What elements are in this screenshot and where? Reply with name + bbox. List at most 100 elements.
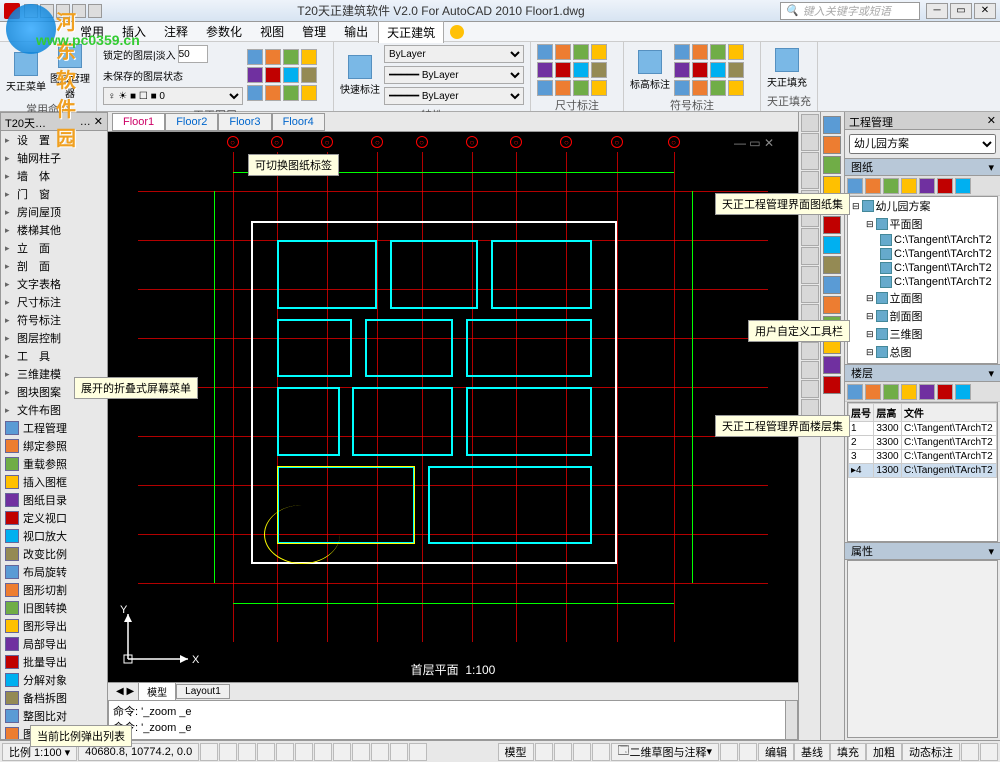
user-tool-icon[interactable] — [823, 236, 841, 254]
lp-item-文件布图[interactable]: ▸文件布图 — [1, 401, 107, 419]
lp-item-尺寸标注[interactable]: ▸尺寸标注 — [1, 293, 107, 311]
ribbon-icon[interactable] — [537, 80, 553, 96]
ribbon-icon[interactable] — [591, 62, 607, 78]
user-tool-icon[interactable] — [823, 376, 841, 394]
close-button[interactable]: ✕ — [974, 3, 996, 19]
lp-item-备档拆图[interactable]: 备档拆图 — [1, 689, 107, 707]
pm-floors-table[interactable]: 层号层高文件13300C:\Tangent\TArchT223300C:\Tan… — [847, 402, 998, 542]
status-workspace[interactable]: 🗔 二维草图与注释 ▾ — [611, 743, 719, 761]
lp-item-布局旋转[interactable]: 布局旋转 — [1, 563, 107, 581]
pm-drawings-header[interactable]: 图纸▾ — [845, 158, 1000, 176]
lp-item-工 具[interactable]: ▸工 具 — [1, 347, 107, 365]
lp-item-插入图框[interactable]: 插入图框 — [1, 473, 107, 491]
lp-item-房间屋顶[interactable]: ▸房间屋顶 — [1, 203, 107, 221]
ribbon-天正填充[interactable]: 天正填充 — [767, 48, 807, 89]
file-tab-Floor2[interactable]: Floor2 — [165, 113, 218, 131]
user-tool-icon[interactable] — [823, 356, 841, 374]
layout-tab-Layout1[interactable]: Layout1 — [176, 684, 230, 699]
viewport[interactable]: — ▭ ✕ ○○○○○○○○○○ X Y 首层平面 1:100 可切换图纸标签 — [108, 132, 798, 682]
ribbon-icon[interactable] — [301, 49, 317, 65]
ribbon-icon[interactable] — [265, 67, 281, 83]
lp-item-图形切割[interactable]: 图形切割 — [1, 581, 107, 599]
status-mid-icons[interactable] — [535, 743, 610, 761]
ribbon-icon[interactable] — [537, 62, 553, 78]
lp-item-局部导出[interactable]: 局部导出 — [1, 635, 107, 653]
ribbon-icon[interactable] — [591, 80, 607, 96]
tree-item[interactable]: ⊟总图 — [848, 343, 997, 361]
lp-item-门 窗[interactable]: ▸门 窗 — [1, 185, 107, 203]
nav-tool-icon[interactable] — [801, 285, 819, 303]
ribbon-icon[interactable] — [573, 62, 589, 78]
menu-输出[interactable]: 输出 — [336, 21, 376, 42]
ribbon-icon[interactable] — [573, 80, 589, 96]
lp-item-图层控制[interactable]: ▸图层控制 — [1, 329, 107, 347]
nav-tool-icon[interactable] — [801, 228, 819, 246]
lp-item-轴网柱子[interactable]: ▸轴网柱子 — [1, 149, 107, 167]
tree-item[interactable]: ⊟三维图 — [848, 325, 997, 343]
nav-tool-icon[interactable] — [801, 342, 819, 360]
lp-item-剖 面[interactable]: ▸剖 面 — [1, 257, 107, 275]
ribbon-icon[interactable] — [537, 44, 553, 60]
status-end-icons[interactable] — [961, 743, 998, 761]
ribbon-icon[interactable] — [265, 85, 281, 101]
user-tool-icon[interactable] — [823, 136, 841, 154]
status-mode-buttons[interactable] — [200, 743, 427, 761]
menu-视图[interactable]: 视图 — [252, 21, 292, 42]
ribbon-icon[interactable] — [692, 80, 708, 96]
ribbon-icon[interactable] — [710, 62, 726, 78]
pm-floors-header[interactable]: 楼层▾ — [845, 364, 1000, 382]
ribbon-图层管理器[interactable]: 图层管理器 — [50, 44, 90, 100]
ribbon-icon[interactable] — [247, 85, 263, 101]
ribbon-icon[interactable] — [247, 67, 263, 83]
lp-item-定义视口[interactable]: 定义视口 — [1, 509, 107, 527]
nav-tool-icon[interactable] — [801, 361, 819, 379]
ribbon-icon[interactable] — [692, 62, 708, 78]
menu-插入[interactable]: 插入 — [114, 21, 154, 42]
user-tool-icon[interactable] — [823, 116, 841, 134]
nav-tool-icon[interactable] — [801, 133, 819, 151]
lp-item-改变比例[interactable]: 改变比例 — [1, 545, 107, 563]
ribbon-icon[interactable] — [301, 85, 317, 101]
lp-item-工程管理[interactable]: 工程管理 — [1, 419, 107, 437]
pm-drawings-toolbar[interactable] — [845, 176, 1000, 196]
lp-item-重载参照[interactable]: 重载参照 — [1, 455, 107, 473]
layout-tab-模型[interactable]: 模型 — [138, 682, 176, 701]
ribbon-icon[interactable] — [283, 67, 299, 83]
tree-item[interactable]: ⊟剖面图 — [848, 307, 997, 325]
tree-item[interactable]: C:\Tangent\TArchT2 — [848, 275, 997, 289]
ribbon-天正菜单[interactable]: 天正菜单 — [6, 52, 46, 93]
menu-注释[interactable]: 注释 — [156, 21, 196, 42]
lp-item-整图比对[interactable]: 整图比对 — [1, 707, 107, 725]
status-model[interactable]: 模型 — [498, 743, 534, 761]
menu-管理[interactable]: 管理 — [294, 21, 334, 42]
ribbon-icon[interactable] — [283, 85, 299, 101]
tree-item[interactable]: C:\Tangent\TArchT2 — [848, 233, 997, 247]
ribbon-icon[interactable] — [674, 80, 690, 96]
tree-item[interactable]: ⊟立面图 — [848, 289, 997, 307]
nav-tool-icon[interactable] — [801, 266, 819, 284]
ribbon-icon[interactable] — [573, 44, 589, 60]
lp-item-图形导出[interactable]: 图形导出 — [1, 617, 107, 635]
ribbon-icon[interactable] — [674, 44, 690, 60]
nav-tool-icon[interactable] — [801, 380, 819, 398]
menu-常用[interactable]: 常用 — [72, 21, 112, 42]
lp-item-批量导出[interactable]: 批量导出 — [1, 653, 107, 671]
ribbon-icon[interactable] — [692, 44, 708, 60]
ribbon-icon[interactable] — [555, 80, 571, 96]
lp-item-符号标注[interactable]: ▸符号标注 — [1, 311, 107, 329]
bulb-icon[interactable] — [450, 25, 464, 39]
nav-tool-icon[interactable] — [801, 171, 819, 189]
tree-item[interactable]: C:\Tangent\TArchT2 — [848, 261, 997, 275]
lp-item-绑定参照[interactable]: 绑定参照 — [1, 437, 107, 455]
ribbon-icon[interactable] — [283, 49, 299, 65]
tree-item[interactable]: C:\Tangent\TArchT2 — [848, 247, 997, 261]
ribbon-icon[interactable] — [674, 62, 690, 78]
minimize-button[interactable]: ─ — [926, 3, 948, 19]
pm-scheme-select[interactable]: 幼儿园方案 — [849, 134, 996, 154]
menu-天正建筑[interactable]: 天正建筑 — [378, 21, 444, 43]
ribbon-icon[interactable] — [591, 44, 607, 60]
qat-icons[interactable] — [24, 4, 102, 18]
nav-tool-icon[interactable] — [801, 247, 819, 265]
ribbon-icon[interactable] — [247, 49, 263, 65]
ribbon-icon[interactable] — [710, 44, 726, 60]
